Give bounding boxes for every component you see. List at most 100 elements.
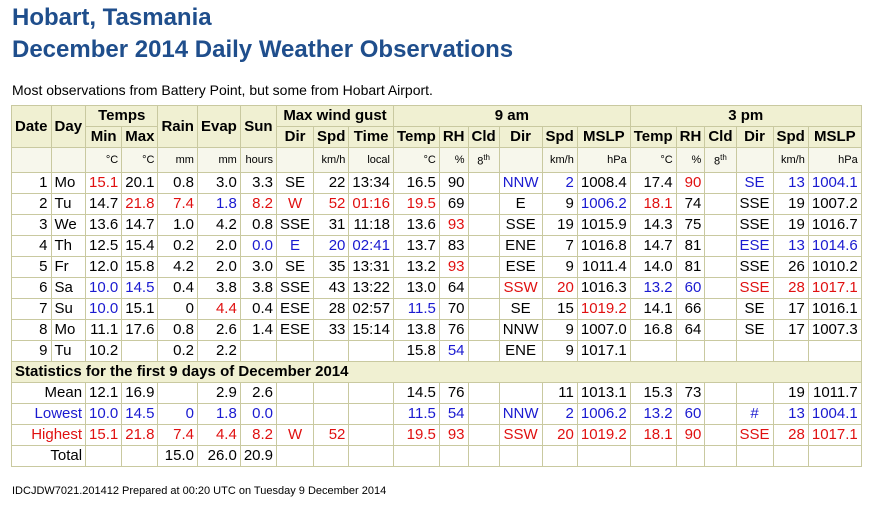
stats-cell-mslp3	[807, 444, 862, 467]
cell-max: 20.1	[121, 171, 159, 194]
cell-rh3	[675, 339, 706, 362]
cell-cld3	[704, 213, 737, 236]
stats-cell-mslp9	[576, 444, 631, 467]
cell-min: 13.6	[85, 213, 123, 236]
stats-cell-rh9	[438, 444, 469, 467]
cell-sun: 0.8	[239, 213, 278, 236]
cell-t9: 13.2	[392, 255, 440, 278]
cell-min: 14.7	[85, 192, 123, 215]
cell-gspd: 22	[313, 171, 350, 194]
stats-cell-t3: 15.3	[629, 381, 677, 404]
cell-date: 7	[11, 297, 52, 320]
cell-rain: 0.8	[157, 318, 198, 341]
stats-row: Total 15.0 26.0 20.9	[10, 444, 862, 467]
cell-gdir: E	[276, 234, 315, 257]
cell-spd9: 9	[541, 339, 578, 362]
cell-rh9: 69	[438, 192, 469, 215]
cell-gtime: 13:34	[348, 171, 394, 194]
cell-gdir	[276, 339, 315, 362]
col-gust-spd: Spd	[313, 126, 350, 148]
cell-spd9: 7	[541, 234, 578, 257]
cell-rh3: 81	[675, 234, 706, 257]
col-rain: Rain	[157, 105, 198, 148]
stats-cell-spd3: 13	[772, 402, 809, 425]
cell-min: 10.0	[85, 297, 123, 320]
cell-evap: 1.8	[196, 192, 241, 215]
stats-cell-rain: 15.0	[157, 444, 198, 467]
cell-t9: 16.5	[392, 171, 440, 194]
col-3pm-mslp: MSLP	[807, 126, 862, 148]
stats-cell-rh3	[675, 444, 706, 467]
stats-cell-gtime	[348, 381, 394, 404]
col-group-3pm: 3 pm	[629, 105, 862, 127]
stats-cell-cld9	[467, 444, 500, 467]
cell-t3: 14.7	[629, 234, 677, 257]
stats-cell-cld9	[467, 381, 500, 404]
cell-cld3	[704, 297, 737, 320]
unit-oktas-num: 8	[714, 155, 721, 168]
stats-cell-sun: 8.2	[239, 423, 278, 446]
stats-cell-rh3: 90	[675, 423, 706, 446]
stats-row: Mean 12.1 16.9 2.9 2.6 14.5 76 11 1013.1 15.3 73 19…	[10, 381, 862, 404]
cell-max: 14.5	[121, 276, 159, 299]
cell-gdir: W	[276, 192, 315, 215]
stats-cell-min	[85, 444, 123, 467]
cell-t3: 18.1	[629, 192, 677, 215]
stats-cell-t9: 19.5	[392, 423, 440, 446]
stats-cell-gspd	[313, 444, 350, 467]
cell-day: Sa	[50, 276, 87, 299]
cell-cld9	[467, 255, 500, 278]
cell-gspd: 43	[313, 276, 350, 299]
stats-cell-gdir	[276, 402, 315, 425]
stats-label: Highest	[10, 423, 87, 446]
cell-date: 6	[11, 276, 52, 299]
cell-sun: 0.4	[239, 297, 278, 320]
cell-rh3: 75	[675, 213, 706, 236]
cell-dir9: ENE	[498, 234, 543, 257]
cell-gtime: 15:14	[348, 318, 394, 341]
stats-cell-gtime	[348, 423, 394, 446]
cell-mslp9: 1019.2	[576, 297, 631, 320]
stats-cell-t9	[392, 444, 440, 467]
cell-evap: 2.6	[196, 318, 241, 341]
unit-hpa: hPa	[576, 147, 631, 173]
stats-cell-mslp3: 1011.7	[807, 381, 862, 404]
stats-cell-evap: 26.0	[196, 444, 241, 467]
stats-cell-rh3: 73	[675, 381, 706, 404]
col-group-9am: 9 am	[392, 105, 631, 127]
stats-cell-sun: 2.6	[239, 381, 278, 404]
cell-gdir: SSE	[276, 276, 315, 299]
cell-min: 12.5	[85, 234, 123, 257]
unit-mm: mm	[157, 147, 198, 173]
cell-cld3	[704, 171, 737, 194]
stats-cell-rh9: 76	[438, 381, 469, 404]
cell-evap: 3.0	[196, 171, 241, 194]
cell-max: 15.1	[121, 297, 159, 320]
cell-min: 15.1	[85, 171, 123, 194]
cell-sun: 1.4	[239, 318, 278, 341]
cell-gtime: 13:31	[348, 255, 394, 278]
intro-text: Most observations from Battery Point, bu…	[12, 82, 433, 98]
units-row: °C °C mm mm hours km/h local °C % 8th km…	[11, 147, 862, 173]
cell-cld3	[704, 318, 737, 341]
cell-t3: 14.3	[629, 213, 677, 236]
cell-t9: 15.8	[392, 339, 440, 362]
cell-gtime: 02:41	[348, 234, 394, 257]
table-row: 1 Mo 15.1 20.1 0.8 3.0 3.3 SE 22 13:34 16.5 90 NNW 2 1…	[11, 171, 862, 194]
cell-rain: 1.0	[157, 213, 198, 236]
cell-dir9: ESE	[498, 255, 543, 278]
unit-percent: %	[438, 147, 469, 173]
stats-cell-rain: 7.4	[157, 423, 198, 446]
unit-oktas: 8th	[704, 147, 737, 173]
cell-dir9: SSW	[498, 276, 543, 299]
unit-oktas-sup: th	[720, 153, 727, 162]
table-row: 3 We 13.6 14.7 1.0 4.2 0.8 SSE 31 11:18 13.6 93 SSE 1…	[11, 213, 862, 236]
cell-gtime: 13:22	[348, 276, 394, 299]
stats-cell-rh3: 60	[675, 402, 706, 425]
cell-mslp9: 1008.4	[576, 171, 631, 194]
cell-date: 5	[11, 255, 52, 278]
cell-dir3: SE	[735, 171, 774, 194]
stats-title-row: Statistics for the first 9 days of Decem…	[11, 360, 862, 383]
cell-mslp9: 1006.2	[576, 192, 631, 215]
cell-sun: 8.2	[239, 192, 278, 215]
